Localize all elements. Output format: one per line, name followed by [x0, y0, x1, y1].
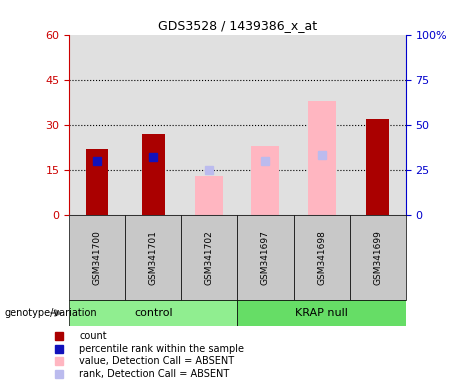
Text: KRAP null: KRAP null — [295, 308, 348, 318]
Bar — [195, 176, 224, 215]
Bar — [294, 215, 349, 300]
Text: GSM341701: GSM341701 — [149, 230, 158, 285]
Text: GSM341700: GSM341700 — [93, 230, 102, 285]
Text: GSM341698: GSM341698 — [317, 230, 326, 285]
Bar — [69, 215, 125, 300]
Text: count: count — [79, 331, 107, 341]
Bar — [307, 101, 336, 215]
Bar — [86, 149, 108, 215]
Text: percentile rank within the sample: percentile rank within the sample — [79, 344, 244, 354]
Bar — [142, 134, 165, 215]
Text: value, Detection Call = ABSENT: value, Detection Call = ABSENT — [79, 356, 234, 366]
Text: control: control — [134, 308, 172, 318]
Text: rank, Detection Call = ABSENT: rank, Detection Call = ABSENT — [79, 369, 230, 379]
Text: genotype/variation: genotype/variation — [5, 308, 97, 318]
Text: GSM341697: GSM341697 — [261, 230, 270, 285]
Bar — [349, 215, 406, 300]
Bar — [69, 300, 237, 326]
Text: GSM341699: GSM341699 — [373, 230, 382, 285]
Title: GDS3528 / 1439386_x_at: GDS3528 / 1439386_x_at — [158, 19, 317, 32]
Text: GSM341702: GSM341702 — [205, 230, 214, 285]
Bar — [125, 215, 181, 300]
Bar — [181, 215, 237, 300]
Bar — [237, 300, 406, 326]
Bar — [237, 215, 294, 300]
Bar — [251, 146, 279, 215]
Bar — [366, 119, 389, 215]
